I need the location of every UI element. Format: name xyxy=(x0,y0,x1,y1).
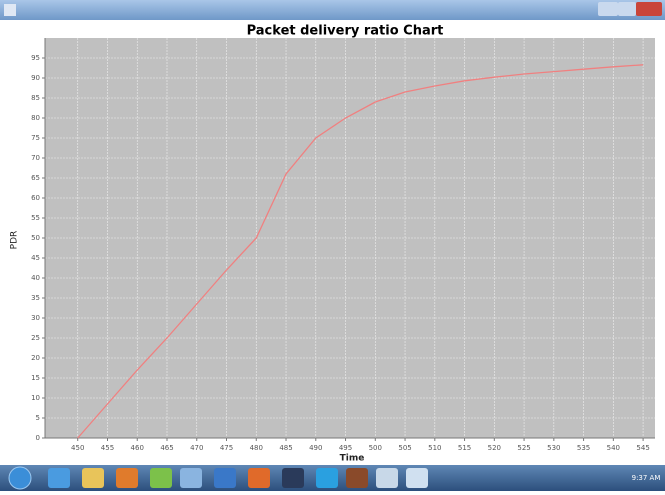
x-tick-label: 495 xyxy=(339,444,352,452)
y-tick-label: 60 xyxy=(31,194,40,202)
y-tick-label: 70 xyxy=(31,154,40,162)
x-tick-label: 545 xyxy=(636,444,649,452)
title-bar xyxy=(0,0,665,20)
y-tick-label: 0 xyxy=(36,434,40,442)
x-tick-label: 540 xyxy=(607,444,620,452)
x-tick-label: 525 xyxy=(517,444,530,452)
x-tick-label: 455 xyxy=(101,444,114,452)
y-tick-label: 5 xyxy=(36,414,40,422)
y-tick-label: 25 xyxy=(31,334,40,342)
y-tick-label: 85 xyxy=(31,94,40,102)
chart: 0510152025303540455055606570758085909545… xyxy=(31,38,655,452)
maximize-button[interactable] xyxy=(618,2,636,16)
x-tick-label: 485 xyxy=(279,444,292,452)
y-tick-label: 45 xyxy=(31,254,40,262)
x-tick-label: 515 xyxy=(458,444,471,452)
taskbar-icon[interactable] xyxy=(316,468,338,488)
taskbar-icon[interactable] xyxy=(214,468,236,488)
app-icon xyxy=(4,4,16,16)
start-button[interactable] xyxy=(9,467,31,489)
y-tick-label: 65 xyxy=(31,174,40,182)
taskbar-icon[interactable] xyxy=(150,468,172,488)
taskbar-icon[interactable] xyxy=(116,468,138,488)
x-tick-label: 510 xyxy=(428,444,441,452)
x-tick-label: 500 xyxy=(369,444,382,452)
page: {"taskbar": {"time": "9:37 AM"}, "chart_… xyxy=(0,0,665,495)
screen: Packet delivery ratio Chart 051015202530… xyxy=(0,0,665,491)
taskbar-icon[interactable] xyxy=(406,468,428,488)
x-tick-label: 470 xyxy=(190,444,203,452)
x-tick-label: 505 xyxy=(398,444,411,452)
x-tick-label: 460 xyxy=(131,444,144,452)
taskbar-icon[interactable] xyxy=(248,468,270,488)
x-tick-label: 535 xyxy=(577,444,590,452)
y-tick-label: 80 xyxy=(31,114,40,122)
x-tick-label: 475 xyxy=(220,444,233,452)
x-tick-label: 465 xyxy=(160,444,173,452)
y-tick-label: 55 xyxy=(31,214,40,222)
clock: 9:37 AM xyxy=(632,474,661,482)
y-tick-label: 10 xyxy=(31,394,40,402)
minimize-button[interactable] xyxy=(598,2,618,16)
close-button[interactable] xyxy=(636,2,662,16)
taskbar-icon[interactable] xyxy=(346,468,368,488)
taskbar-icon[interactable] xyxy=(82,468,104,488)
x-tick-label: 530 xyxy=(547,444,560,452)
x-tick-label: 490 xyxy=(309,444,322,452)
y-axis-label: PDR xyxy=(10,231,20,250)
y-tick-label: 50 xyxy=(31,234,40,242)
x-tick-label: 480 xyxy=(250,444,263,452)
y-tick-label: 90 xyxy=(31,74,40,82)
y-tick-label: 30 xyxy=(31,314,40,322)
y-tick-label: 20 xyxy=(31,354,40,362)
y-tick-label: 35 xyxy=(31,294,40,302)
taskbar-icon[interactable] xyxy=(282,468,304,488)
y-tick-label: 75 xyxy=(31,134,40,142)
y-tick-label: 40 xyxy=(31,274,40,282)
y-tick-label: 15 xyxy=(31,374,40,382)
x-tick-label: 450 xyxy=(71,444,84,452)
chart-title: Packet delivery ratio Chart xyxy=(247,24,444,39)
x-tick-label: 520 xyxy=(488,444,501,452)
x-axis-label: Time xyxy=(340,454,365,464)
y-tick-label: 95 xyxy=(31,54,40,62)
taskbar-icon[interactable] xyxy=(180,468,202,488)
taskbar-icon[interactable] xyxy=(376,468,398,488)
taskbar-icon[interactable] xyxy=(48,468,70,488)
